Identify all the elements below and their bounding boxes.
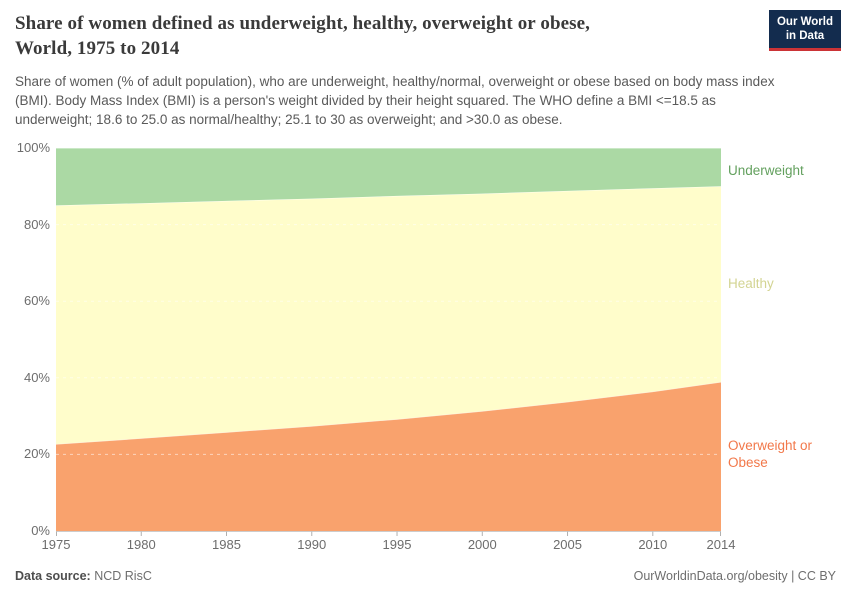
title-line-1: Share of women defined as underweight, h… xyxy=(15,13,591,34)
chart-subtitle: Share of women (% of adult population), … xyxy=(15,74,775,127)
x-axis-label-2014: 2014 xyxy=(706,537,736,552)
entity-label-underweight: Underweight xyxy=(728,163,804,178)
data-source-value: NCD RisC xyxy=(94,569,152,583)
area-healthy[interactable] xyxy=(56,186,721,445)
y-axis-label-60: 60% xyxy=(23,293,50,309)
y-axis-label-0: 0% xyxy=(31,523,50,538)
page-title: Share of women defined as underweight, h… xyxy=(15,11,760,61)
y-axis-label-20: 20% xyxy=(23,446,50,462)
data-source-note: Data source: NCD RisC xyxy=(15,569,152,583)
logo-line-1: Our World xyxy=(776,16,833,28)
x-axis-label-1975: 1975 xyxy=(41,537,71,552)
entity-label-healthy: Healthy xyxy=(728,276,774,291)
x-axis-label-1985: 1985 xyxy=(212,537,241,552)
x-axis-label-2000: 2000 xyxy=(467,537,497,552)
x-axis-label-1990: 1990 xyxy=(297,537,327,552)
area-overweight-or-obese[interactable] xyxy=(56,382,721,531)
x-axis-label-1995: 1995 xyxy=(382,537,412,552)
y-axis-label-100: 100% xyxy=(16,140,50,155)
entity-label-overweight-or-obese: Overweight or Obese xyxy=(728,438,813,470)
data-source-label: Data source: xyxy=(15,569,91,583)
y-axis-label-40: 40% xyxy=(23,369,50,385)
x-axis-label-2005: 2005 xyxy=(553,537,582,552)
owid-logo[interactable]: Our World in Data xyxy=(769,10,841,51)
area-underweight[interactable] xyxy=(56,148,721,206)
y-axis-label-80: 80% xyxy=(23,216,50,232)
x-axis-label-2010: 2010 xyxy=(638,537,668,552)
logo-line-2: in Data xyxy=(785,30,825,42)
credit-link[interactable]: OurWorldinData.org/obesity | CC BY xyxy=(633,569,836,583)
title-line-2: World, 1975 to 2014 xyxy=(15,38,180,59)
plot-svg xyxy=(55,147,722,536)
x-axis-label-1980: 1980 xyxy=(126,537,156,552)
